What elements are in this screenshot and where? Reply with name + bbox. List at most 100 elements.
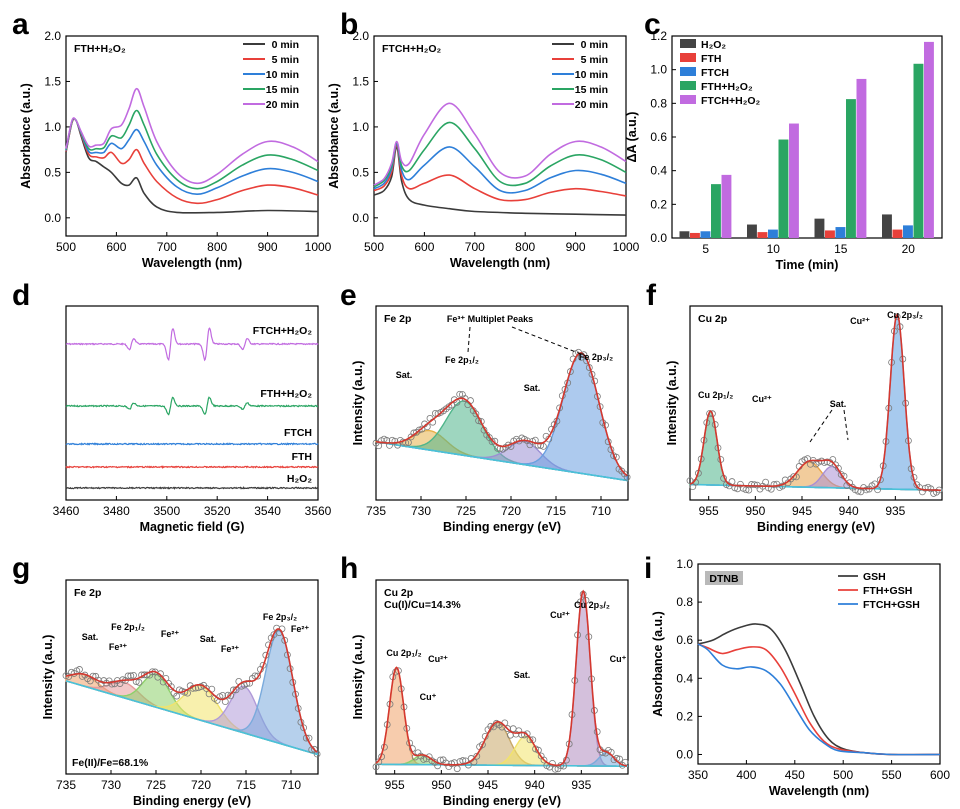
series-line-0-min [373,146,627,216]
y-tick-label: 2.0 [44,29,61,43]
data-point [580,351,588,359]
data-point [456,390,464,398]
bar-H₂O₂-10 [747,224,757,238]
annotation: Cu²⁺ [850,316,870,326]
bar-FTH-5 [690,232,700,238]
annotation: Fe 2p₁/₂ [445,355,479,365]
data-point [473,752,481,760]
panel-c: 0.0 0.2 0.4 0.6 0.8 1.0 1.2 Time (min) ΔA (a.u.)… [625,29,943,272]
plot-frame [65,305,319,501]
x-tick-label: 720 [191,778,211,792]
data-point [491,437,499,445]
annotation: Sat. [830,399,847,409]
data-point [790,473,797,481]
x-tick-label: 720 [501,504,521,518]
data-point [874,486,881,494]
x-axis-label: Magnetic field (G) [140,520,245,534]
bar-H₂O₂-20 [882,214,892,238]
background-line [65,680,319,756]
panel-label-h: h [340,552,358,585]
legend-label: 0 min [272,39,299,51]
x-tick-label: 955 [385,778,405,792]
bar-FTH+H₂O₂-15 [846,99,856,238]
data-point [167,683,175,691]
x-tick-label: 600 [930,768,950,782]
bar-FTH-15 [825,230,835,238]
data-point [863,486,870,494]
trace-label: FTCH [284,427,312,439]
series-line-0-min [65,117,319,214]
annotation: Fe³⁺ [109,642,128,652]
annotation: Fe 2p₃/₂ [579,352,613,362]
y-tick-label: 0.8 [650,96,667,110]
data-point [372,763,380,771]
data-point [404,439,412,446]
y-axis-label: Absorbance (a.u.) [651,611,665,717]
legend-swatch [680,67,696,76]
x-tick-label: 3540 [254,504,281,518]
annotation: Cu⁺ [610,654,627,664]
data-point [551,765,559,773]
epr-trace-H₂O₂ [65,486,319,490]
x-tick-label: 15 [834,242,848,256]
data-point [472,410,480,418]
data-point [224,691,232,699]
y-tick-label: 1.0 [352,120,369,134]
data-point [420,755,428,763]
panel-b: 500 600 700 800 900 1000 0.0 0.5 1.0 1.5 2.0 Wavele… [327,29,640,270]
bar-FTH-10 [757,232,768,238]
annotation: Fe³⁺ [221,644,240,654]
x-tick-label: 900 [258,240,278,254]
series-line-FTCH+GSH [697,643,941,756]
data-point [219,691,227,699]
x-tick-label: 3500 [153,504,180,518]
x-tick-label: 5 [702,242,709,256]
annotation: Cu²⁺ [550,610,570,620]
y-tick-label: 0.0 [44,211,61,225]
y-axis-label: Absorbance (a.u.) [327,83,341,189]
data-point [202,685,210,692]
plot-frame [373,35,627,237]
bar-FTCH-20 [903,225,913,238]
annotation: Fe 2p₁/₂ [111,622,145,632]
x-axis-label: Time (min) [776,258,839,272]
x-tick-label: 725 [146,778,166,792]
data-point [509,725,517,733]
bar-FTCH+H₂O₂-15 [856,78,867,238]
y-tick-label: 1.2 [650,29,667,43]
y-tick-label: 1.5 [44,74,61,88]
series-line-20-min [373,102,627,186]
bar-FTCH-15 [835,227,846,238]
panel-h: 955 950 945 940 935 Binding energy (eV) Intens… [351,579,629,808]
x-tick-label: 735 [56,778,76,792]
bar-FTCH+H₂O₂-5 [721,174,732,238]
data-point [523,730,531,738]
bar-H₂O₂-15 [814,218,825,238]
y-tick-label: 0.6 [676,633,693,647]
x-axis-label: Wavelength (nm) [142,256,242,270]
y-tick-label: 0.4 [676,671,693,685]
annotation: Fe²⁺ [161,629,180,639]
data-point [140,671,148,679]
bar-FTCH-5 [700,231,711,238]
x-tick-label: 3460 [53,504,80,518]
legend-label: FTH [701,53,721,65]
x-tick-label: 800 [515,240,535,254]
y-tick-label: 0.5 [352,165,369,179]
panel-title: DTNB [709,573,739,585]
panel-subtitle: Cu(I)/Cu=14.3% [384,599,461,611]
footnote: Fe(II)/Fe=68.1% [72,757,149,769]
x-tick-label: 600 [106,240,126,254]
epr-trace-FTCH+H₂O₂ [65,327,319,362]
annotation: Cu²⁺ [428,654,448,664]
bar-FTH+H₂O₂-20 [913,63,924,239]
data-point [108,680,116,688]
panel-title: Fe 2p [384,313,411,325]
data-point [745,486,753,494]
bar-FTCH+H₂O₂-10 [789,123,799,238]
legend-label: 10 min [575,69,608,81]
annotation: Fe 2p₃/₂ [263,612,297,622]
bar-FTH+H₂O₂-10 [778,139,789,238]
x-axis-label: Binding energy (eV) [133,794,251,808]
plot-frame [689,305,943,501]
